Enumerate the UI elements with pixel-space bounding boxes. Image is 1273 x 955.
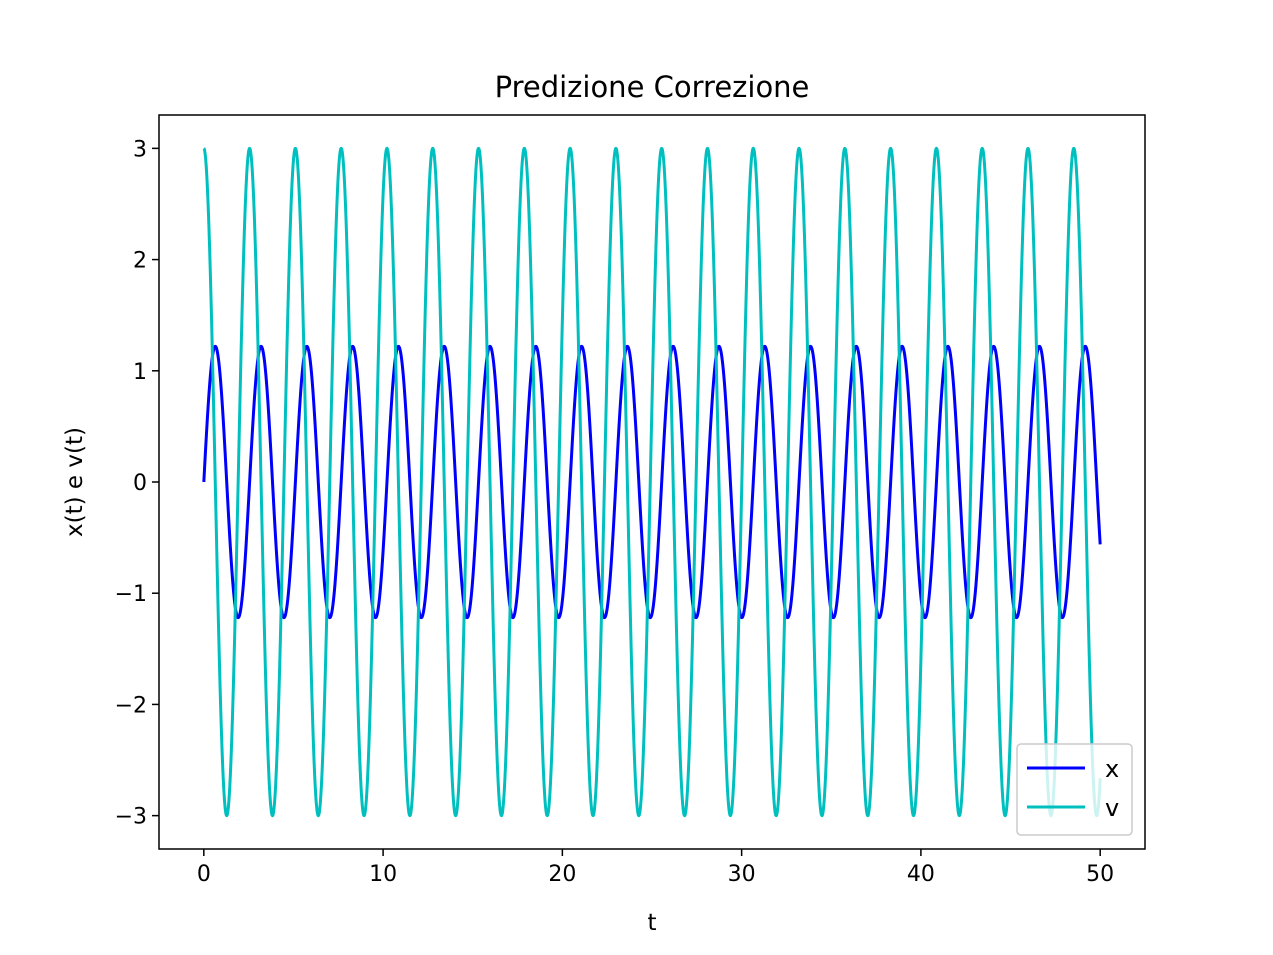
series-line-x	[202, 344, 1102, 620]
x-tick-label: 0	[197, 862, 211, 887]
chart-title: Predizione Correzione	[495, 70, 810, 104]
x-tick-label: 10	[369, 862, 397, 887]
x-tick-label: 30	[728, 862, 756, 887]
y-tick-label: 0	[133, 471, 147, 496]
y-tick-label: −1	[115, 582, 147, 607]
x-tick-label: 50	[1086, 862, 1114, 887]
y-axis-label: x(t) e v(t)	[62, 427, 88, 537]
x-axis-ticks: 0 10 20 30 40 50	[197, 849, 1114, 887]
series-line-v	[202, 146, 1102, 818]
y-tick-label: 3	[133, 137, 147, 162]
legend-label-x: x	[1105, 755, 1119, 783]
x-tick-label: 20	[548, 862, 576, 887]
y-tick-label: 2	[133, 249, 147, 274]
x-axis-label: t	[647, 910, 656, 936]
legend: x v	[1016, 743, 1133, 836]
y-tick-label: −3	[115, 805, 147, 830]
legend-label-v: v	[1105, 794, 1119, 822]
y-tick-label: 1	[133, 360, 147, 385]
x-tick-label: 40	[907, 862, 935, 887]
y-tick-label: −2	[115, 693, 147, 718]
y-axis-ticks: −3 −2 −1 0 1 2 3	[115, 137, 159, 830]
series-layer	[202, 146, 1102, 818]
